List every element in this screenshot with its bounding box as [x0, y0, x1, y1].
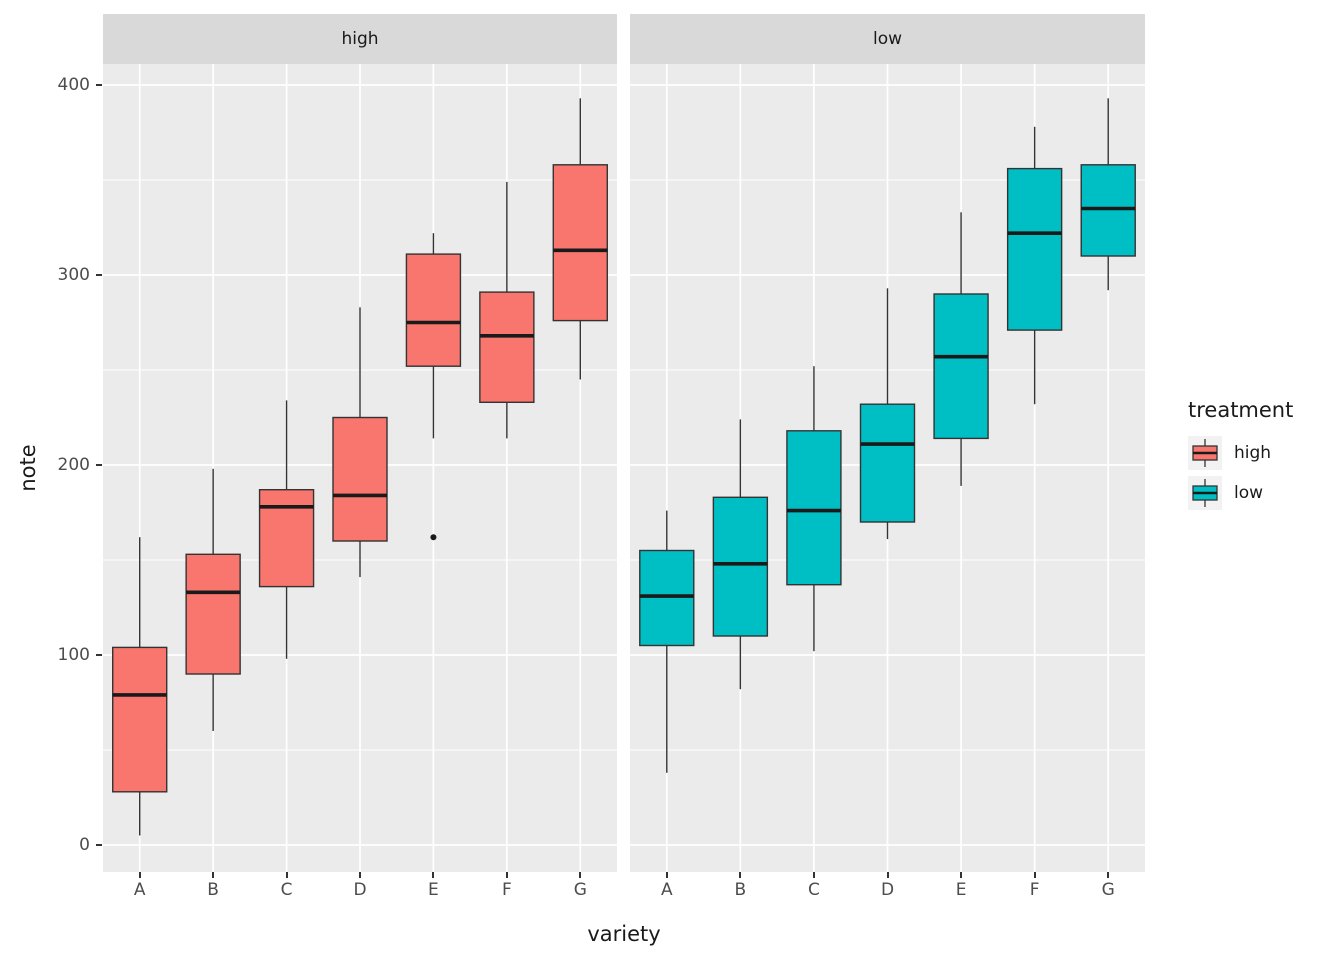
x-tick-mark [212, 872, 215, 878]
boxplot-low-B [712, 419, 769, 690]
iqr-box [185, 553, 241, 675]
iqr-box [479, 291, 535, 404]
iqr-box [859, 403, 916, 523]
y-tick-label: 0 [79, 835, 90, 855]
x-tick-label: E [955, 880, 967, 900]
y-tick-mark [96, 654, 102, 656]
iqr-box [112, 646, 168, 793]
x-tick-mark [1107, 872, 1110, 878]
x-tick-mark [505, 872, 508, 878]
x-tick-mark [886, 872, 889, 878]
iqr-box [332, 416, 388, 542]
y-tick-label: 400 [57, 75, 90, 95]
x-tick-label: F [501, 880, 512, 900]
legend-label: low [1234, 483, 1264, 503]
x-tick-label: A [660, 880, 673, 900]
iqr-box [1006, 167, 1063, 331]
y-tick-label: 300 [57, 265, 90, 285]
x-tick-mark [432, 872, 435, 878]
y-tick-mark [96, 84, 102, 86]
x-tick-label: B [207, 880, 219, 900]
facet-panel-low [630, 64, 1145, 872]
facet-strip-label: low [872, 29, 903, 49]
y-tick-mark [96, 464, 102, 466]
outlier-point [430, 534, 437, 541]
x-tick-label: F [1029, 880, 1040, 900]
x-tick-mark [359, 872, 361, 878]
facet-strip-high: high [103, 14, 617, 64]
y-tick-label: 200 [57, 455, 90, 475]
boxplot-high-B [185, 468, 241, 731]
x-tick-label: G [1101, 880, 1115, 900]
y-tick-label: 100 [57, 645, 90, 665]
legend: treatment high low [1188, 398, 1293, 516]
legend-swatch-low [1188, 476, 1222, 510]
x-tick-mark [960, 872, 963, 878]
boxplot-high-C [258, 400, 315, 659]
boxplot-high-A [112, 537, 168, 836]
iqr-box [933, 293, 989, 440]
iqr-box [639, 549, 695, 647]
boxplot-low-D [859, 288, 916, 540]
legend-label: high [1234, 443, 1272, 463]
x-tick-mark [579, 872, 582, 878]
x-axis-title: variety [587, 922, 661, 946]
boxplot-low-F [1006, 126, 1063, 405]
boxplot-high-F [479, 181, 535, 439]
iqr-box [552, 164, 608, 322]
facet-strip-label: high [341, 29, 379, 49]
x-tick-mark [1033, 872, 1036, 878]
facet-strip-low: low [630, 14, 1145, 64]
boxplot-high-D [332, 307, 388, 578]
legend-key-high: high [1188, 436, 1293, 470]
x-tick-label: B [734, 880, 747, 900]
x-tick-label: D [880, 880, 895, 900]
legend-swatch-high [1188, 436, 1222, 470]
x-tick-label: C [807, 880, 820, 900]
x-tick-mark [739, 872, 742, 878]
y-tick-mark [96, 274, 102, 276]
x-tick-label: G [573, 880, 587, 900]
y-tick-mark [96, 844, 102, 846]
boxplot-low-E [933, 212, 989, 486]
iqr-box [1080, 164, 1136, 257]
x-tick-mark [285, 872, 288, 878]
boxplot-high-E [405, 233, 462, 541]
facet-plot-high [103, 64, 617, 872]
x-tick-mark [665, 872, 668, 878]
x-tick-mark [138, 872, 141, 878]
x-tick-label: C [280, 880, 293, 900]
boxplot-low-G [1080, 98, 1136, 291]
iqr-box [405, 253, 462, 367]
x-tick-label: A [133, 880, 146, 900]
legend-title: treatment [1188, 398, 1294, 422]
iqr-box [258, 489, 315, 588]
facet-plot-low [630, 64, 1145, 872]
boxplot-high-G [552, 98, 608, 380]
x-tick-label: E [428, 880, 439, 900]
x-tick-mark [812, 872, 815, 878]
x-tick-label: D [353, 880, 367, 900]
boxplot-low-A [639, 510, 695, 773]
facet-panel-high [103, 64, 617, 872]
iqr-box [712, 496, 769, 637]
legend-keys: high low [1188, 436, 1293, 510]
legend-key-low: low [1188, 476, 1293, 510]
boxplot-low-C [786, 366, 842, 652]
iqr-box [786, 430, 842, 586]
